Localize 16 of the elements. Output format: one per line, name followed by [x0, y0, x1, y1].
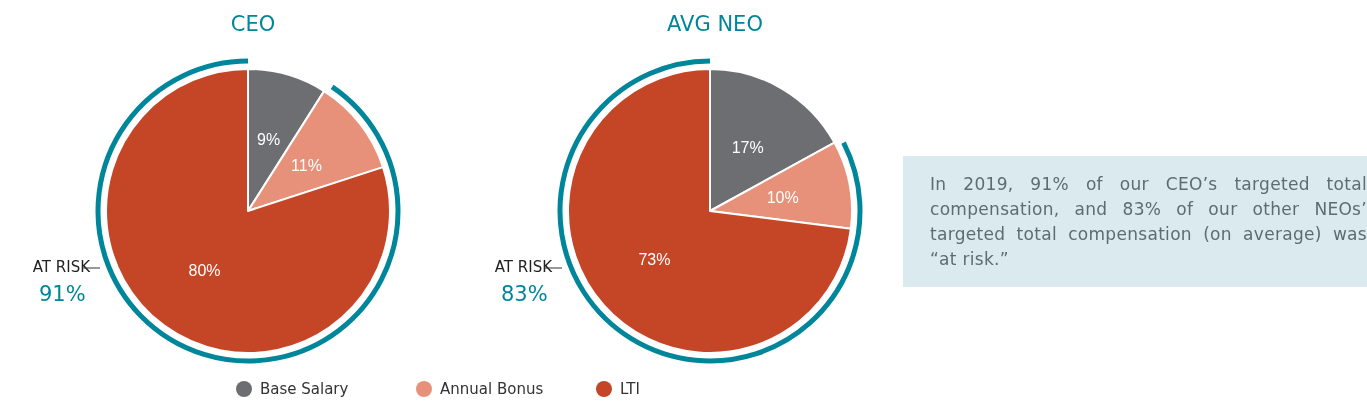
- legend-label: Base Salary: [260, 380, 349, 398]
- text: In 2019, 91% of our CEO’s targeted total compensation, and 83% of our other NEOs’ targeted total compensation (on average) was “at risk.”: [930, 172, 1367, 271]
- data-label: 10%: [766, 188, 799, 206]
- chart-title: AVG NEO: [667, 11, 763, 36]
- chart-title: CEO: [230, 11, 276, 36]
- legend-label: LTI: [620, 380, 640, 398]
- data-label: 9%: [257, 131, 281, 149]
- data-label: 80%: [188, 262, 221, 280]
- data-label: 73%: [638, 251, 671, 269]
- text: AT RISK: [494, 257, 554, 276]
- text: 91%: [39, 281, 86, 306]
- text: AT RISK: [32, 257, 92, 276]
- legend-label: Annual Bonus: [440, 380, 544, 398]
- data-label: 11%: [291, 157, 322, 175]
- data-label: 17%: [731, 138, 764, 156]
- text: 83%: [501, 281, 548, 306]
